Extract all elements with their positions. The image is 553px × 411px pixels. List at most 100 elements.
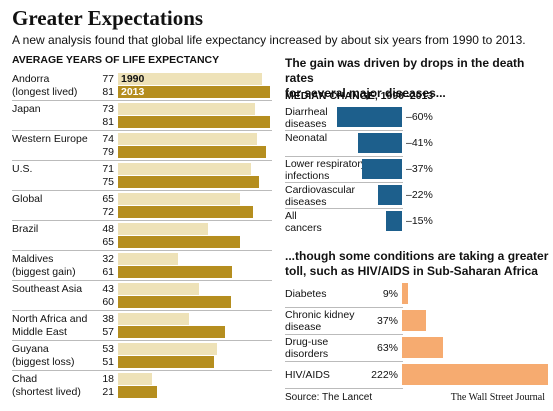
value-label: 72 xyxy=(102,206,114,218)
category-label: Global xyxy=(12,193,43,205)
bar xyxy=(118,373,152,385)
value-label: 18 xyxy=(102,373,114,385)
bar xyxy=(118,313,190,325)
bar xyxy=(337,107,402,127)
bar xyxy=(378,185,402,205)
bar xyxy=(118,163,252,175)
value-label: 222% xyxy=(371,369,398,381)
bar xyxy=(118,133,257,145)
value-label: 48 xyxy=(102,223,114,235)
bar xyxy=(361,159,402,179)
category-label: Diarrheal diseases xyxy=(285,106,328,130)
bar xyxy=(118,283,199,295)
bar xyxy=(402,364,548,385)
bar xyxy=(118,253,179,265)
row-separator xyxy=(12,220,272,221)
category-label: All cancers xyxy=(285,210,322,234)
value-label: 53 xyxy=(102,343,114,355)
value-label: –22% xyxy=(406,189,433,201)
bar xyxy=(402,310,427,331)
row-separator xyxy=(285,307,403,308)
row-separator xyxy=(12,250,272,251)
category-label: Drug-use disorders xyxy=(285,336,329,360)
row-separator xyxy=(285,361,403,362)
value-label: 75 xyxy=(102,176,114,188)
credit: The Wall Street Journal xyxy=(450,392,545,403)
row-separator xyxy=(285,156,403,157)
category-label: Japan xyxy=(12,103,41,115)
bar xyxy=(118,193,240,205)
row-separator xyxy=(12,310,272,311)
bar xyxy=(118,176,259,188)
value-label: 51 xyxy=(102,356,114,368)
value-label: 74 xyxy=(102,133,114,145)
bar xyxy=(118,326,225,338)
value-label: 79 xyxy=(102,146,114,158)
category-label: Diabetes xyxy=(285,288,327,300)
bar xyxy=(118,73,263,85)
row-separator xyxy=(285,334,403,335)
value-label: 81 xyxy=(102,86,114,98)
bar xyxy=(402,337,444,358)
value-label: 21 xyxy=(102,386,114,398)
category-label: Andorra (longest lived) xyxy=(12,73,78,98)
bar xyxy=(118,223,209,235)
legend-label: 1990 xyxy=(121,73,145,85)
legend-label: 2013 xyxy=(121,86,145,98)
chart-title: ...though some conditions are taking a g… xyxy=(285,249,549,278)
chart-title: AVERAGE YEARS OF LIFE EXPECTANCY xyxy=(12,54,220,66)
category-label: Southeast Asia xyxy=(12,283,83,295)
subtitle: A new analysis found that global life ex… xyxy=(12,33,526,47)
row-separator xyxy=(12,100,272,101)
category-label: Maldives (biggest gain) xyxy=(12,253,76,278)
row-separator xyxy=(12,280,272,281)
category-label: North Africa and Middle East xyxy=(12,313,88,338)
value-label: 65 xyxy=(102,236,114,248)
value-label: 65 xyxy=(102,193,114,205)
category-label: Chronic kidney disease xyxy=(285,309,355,333)
category-label: Chad (shortest lived) xyxy=(12,373,81,398)
category-label: Western Europe xyxy=(12,133,88,145)
category-label: Guyana (biggest loss) xyxy=(12,343,75,368)
chart-title: The gain was driven by drops in the deat… xyxy=(285,56,525,100)
row-separator xyxy=(12,130,272,131)
category-label: Cardiovascular diseases xyxy=(285,184,356,208)
bar xyxy=(118,343,218,355)
category-label: HIV/AIDS xyxy=(285,369,330,381)
bar xyxy=(118,116,270,128)
bar xyxy=(357,133,402,153)
value-label: –60% xyxy=(406,111,433,123)
value-label: –37% xyxy=(406,163,433,175)
row-separator xyxy=(285,182,403,183)
chart-subtitle: MEDIAN CHANGE, 1990–2013 xyxy=(285,90,434,102)
value-label: 81 xyxy=(102,116,114,128)
category-label: Lower respiratory infections xyxy=(285,158,367,182)
value-label: 38 xyxy=(102,313,114,325)
value-label: 77 xyxy=(102,73,114,85)
row-separator xyxy=(12,340,272,341)
bar xyxy=(118,206,254,218)
category-label: Brazil xyxy=(12,223,39,235)
source: Source: The Lancet xyxy=(285,392,373,403)
row-separator xyxy=(285,130,403,131)
bar xyxy=(118,146,267,158)
category-label: U.S. xyxy=(12,163,33,175)
row-separator xyxy=(285,388,403,389)
value-label: 37% xyxy=(376,315,398,327)
category-label: Neonatal xyxy=(285,132,328,144)
value-label: 57 xyxy=(102,326,114,338)
row-separator xyxy=(12,160,272,161)
bar xyxy=(118,266,233,278)
bar xyxy=(118,296,231,308)
bar xyxy=(385,211,402,231)
value-label: –41% xyxy=(406,137,433,149)
value-label: 61 xyxy=(102,266,114,278)
title: Greater Expectations xyxy=(12,6,204,30)
row-separator xyxy=(12,190,272,191)
value-label: 63% xyxy=(376,342,398,354)
row-separator xyxy=(285,208,403,209)
value-label: 60 xyxy=(102,296,114,308)
bar xyxy=(118,236,240,248)
value-label: 73 xyxy=(102,103,114,115)
